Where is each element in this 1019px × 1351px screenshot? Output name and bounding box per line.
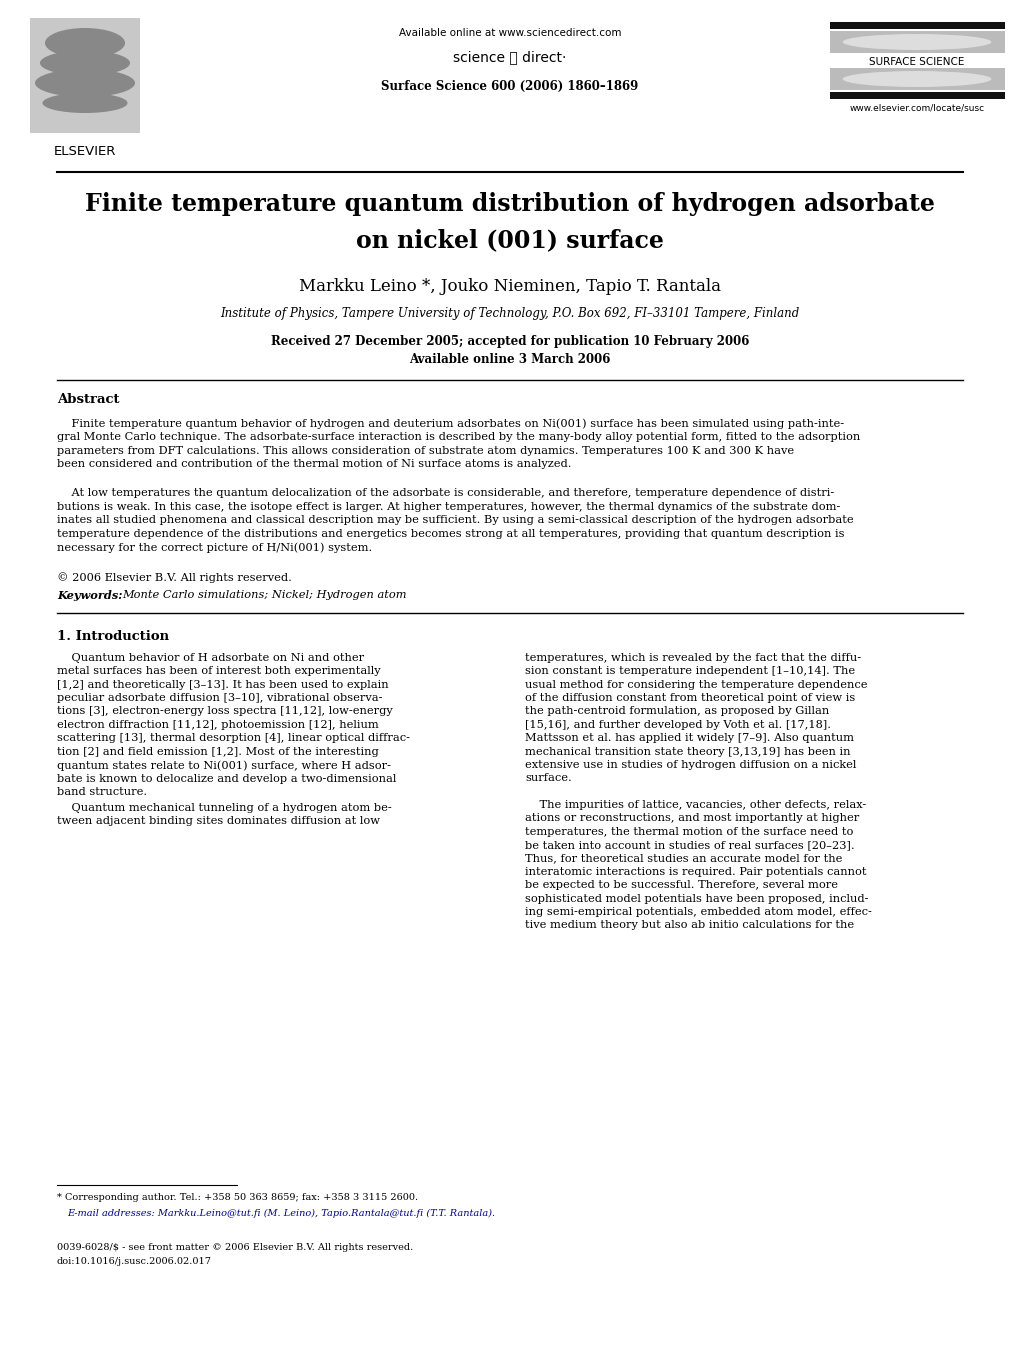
Text: At low temperatures the quantum delocalization of the adsorbate is considerable,: At low temperatures the quantum delocali… — [57, 488, 853, 553]
Text: Quantum mechanical tunneling of a hydrogen atom be-
tween adjacent binding sites: Quantum mechanical tunneling of a hydrog… — [57, 802, 391, 827]
Ellipse shape — [842, 72, 990, 86]
Ellipse shape — [43, 93, 127, 113]
Bar — [829, 92, 1004, 99]
Ellipse shape — [40, 50, 129, 76]
Text: Monte Carlo simulations; Nickel; Hydrogen atom: Monte Carlo simulations; Nickel; Hydroge… — [122, 590, 407, 600]
Ellipse shape — [45, 28, 125, 58]
Text: on nickel (001) surface: on nickel (001) surface — [356, 228, 663, 253]
Text: Markku Leino *, Jouko Nieminen, Tapio T. Rantala: Markku Leino *, Jouko Nieminen, Tapio T.… — [299, 278, 720, 295]
Text: © 2006 Elsevier B.V. All rights reserved.: © 2006 Elsevier B.V. All rights reserved… — [57, 571, 291, 582]
Text: Quantum behavior of H adsorbate on Ni and other
metal surfaces has been of inter: Quantum behavior of H adsorbate on Ni an… — [57, 653, 410, 797]
Text: E-mail addresses: Markku.Leino@tut.fi (M. Leino), Tapio.Rantala@tut.fi (T.T. Ran: E-mail addresses: Markku.Leino@tut.fi (M… — [67, 1209, 494, 1219]
Text: doi:10.1016/j.susc.2006.02.017: doi:10.1016/j.susc.2006.02.017 — [57, 1256, 212, 1266]
Text: Abstract: Abstract — [57, 393, 119, 407]
Text: * Corresponding author. Tel.: +358 50 363 8659; fax: +358 3 3115 2600.: * Corresponding author. Tel.: +358 50 36… — [57, 1193, 418, 1202]
Bar — [30, 18, 140, 132]
Text: Finite temperature quantum distribution of hydrogen adsorbate: Finite temperature quantum distribution … — [85, 192, 934, 216]
Text: www.elsevier.com/locate/susc: www.elsevier.com/locate/susc — [849, 103, 983, 112]
Text: Available online at www.sciencedirect.com: Available online at www.sciencedirect.co… — [398, 28, 621, 38]
Text: science ⓐ direct·: science ⓐ direct· — [452, 50, 567, 63]
Text: ELSEVIER: ELSEVIER — [54, 145, 116, 158]
Text: 0039-6028/$ - see front matter © 2006 Elsevier B.V. All rights reserved.: 0039-6028/$ - see front matter © 2006 El… — [57, 1243, 413, 1252]
Bar — [829, 22, 1004, 28]
Ellipse shape — [842, 34, 990, 50]
Text: The impurities of lattice, vacancies, other defects, relax-
ations or reconstruc: The impurities of lattice, vacancies, ot… — [525, 800, 871, 931]
Text: Available online 3 March 2006: Available online 3 March 2006 — [409, 353, 610, 366]
Text: 1. Introduction: 1. Introduction — [57, 630, 169, 643]
Text: Finite temperature quantum behavior of hydrogen and deuterium adsorbates on Ni(0: Finite temperature quantum behavior of h… — [57, 417, 859, 469]
Text: Keywords:: Keywords: — [57, 590, 122, 601]
Text: Received 27 December 2005; accepted for publication 10 February 2006: Received 27 December 2005; accepted for … — [271, 335, 748, 349]
Bar — [829, 68, 1004, 91]
Bar — [829, 31, 1004, 53]
Text: Surface Science 600 (2006) 1860–1869: Surface Science 600 (2006) 1860–1869 — [381, 80, 638, 93]
Ellipse shape — [35, 69, 135, 97]
Text: Institute of Physics, Tampere University of Technology, P.O. Box 692, FI–33101 T: Institute of Physics, Tampere University… — [220, 307, 799, 320]
Text: temperatures, which is revealed by the fact that the diffu-
sion constant is tem: temperatures, which is revealed by the f… — [525, 653, 866, 784]
Text: SURFACE SCIENCE: SURFACE SCIENCE — [868, 57, 964, 68]
